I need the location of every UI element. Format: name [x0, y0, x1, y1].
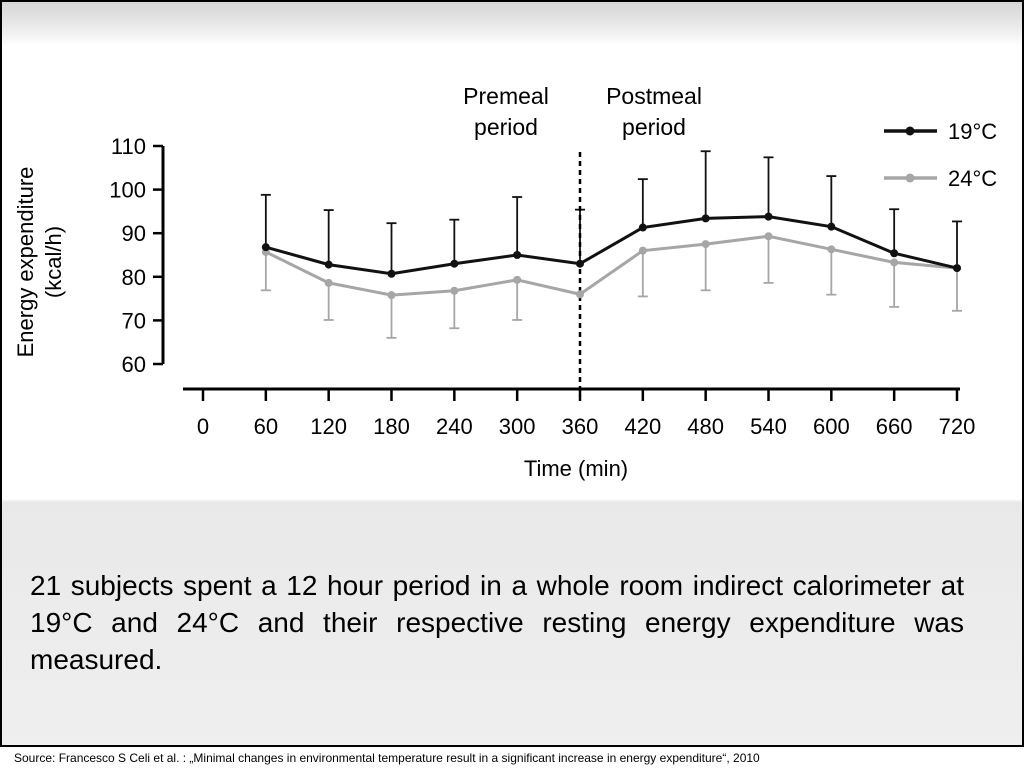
data-point-24c	[450, 286, 459, 295]
data-point-24c	[387, 291, 396, 300]
x-tick-label: 420	[624, 414, 661, 439]
data-point-19c	[450, 259, 459, 268]
x-tick-label: 480	[687, 414, 724, 439]
data-point-19c	[261, 243, 270, 252]
y-axis-title-line: Energy expenditure	[13, 167, 38, 358]
postmeal-label: Postmeal	[606, 83, 702, 109]
y-tick-label: 90	[122, 221, 146, 246]
x-tick-label: 60	[254, 414, 278, 439]
data-point-24c	[576, 290, 584, 299]
data-point-24c	[701, 240, 710, 249]
y-axis-title-line: (kcal/h)	[41, 226, 66, 298]
data-point-24c	[638, 246, 647, 255]
premeal-label: period	[474, 114, 538, 140]
data-point-24c	[513, 275, 522, 284]
data-point-19c	[827, 222, 836, 231]
y-tick-label: 110	[111, 134, 146, 159]
source-citation: Source: Francesco S Celi et al. : „Minim…	[14, 751, 760, 765]
x-tick-label: 0	[197, 414, 209, 439]
y-tick-label: 60	[122, 352, 146, 377]
y-tick-label: 80	[122, 265, 146, 290]
data-point-19c	[324, 260, 333, 269]
data-point-19c	[513, 251, 522, 259]
y-tick-label: 70	[122, 308, 146, 333]
y-tick-label: 100	[109, 178, 146, 203]
data-point-24c	[324, 278, 333, 287]
energy-chart: 60 70 80 90 100 110 0 60 120 180 240 300 360 420 480 54…	[13, 83, 997, 481]
data-point-24c	[764, 232, 773, 241]
legend-marker-19c	[905, 126, 915, 136]
legend-marker-24c	[905, 173, 915, 183]
series-line-19c	[265, 215, 958, 276]
x-tick-label: 120	[310, 414, 347, 439]
y-axis-title: Energy expenditure (kcal/h)	[13, 167, 66, 358]
legend-label-24c: 24°C	[948, 166, 997, 191]
series-line-24c	[265, 234, 958, 297]
data-point-19c	[387, 269, 396, 278]
data-point-19c	[953, 264, 961, 273]
slide-frame	[0, 0, 1024, 747]
caption-text: 21 subjects spent a 12 hour period in a …	[30, 570, 964, 675]
data-point-19c	[764, 212, 773, 221]
x-tick-label: 540	[750, 414, 787, 439]
x-tick-label: 240	[436, 414, 473, 439]
x-tick-label: 180	[373, 414, 410, 439]
legend-label-19c: 19°C	[948, 119, 997, 144]
x-tick-label: 300	[499, 414, 536, 439]
data-point-19c	[701, 214, 710, 223]
x-tick-label: 600	[813, 414, 850, 439]
data-point-19c	[890, 249, 899, 258]
data-point-19c	[638, 223, 647, 232]
data-point-24c	[827, 245, 836, 254]
x-tick-label: 360	[562, 414, 599, 439]
data-point-19c	[576, 259, 584, 268]
premeal-label: Premeal	[463, 83, 549, 109]
x-tick-label: 660	[876, 414, 913, 439]
x-axis-title: Time (min)	[524, 456, 628, 481]
data-point-24c	[890, 258, 899, 267]
x-tick-label: 720	[939, 414, 976, 439]
postmeal-label: period	[622, 114, 686, 140]
